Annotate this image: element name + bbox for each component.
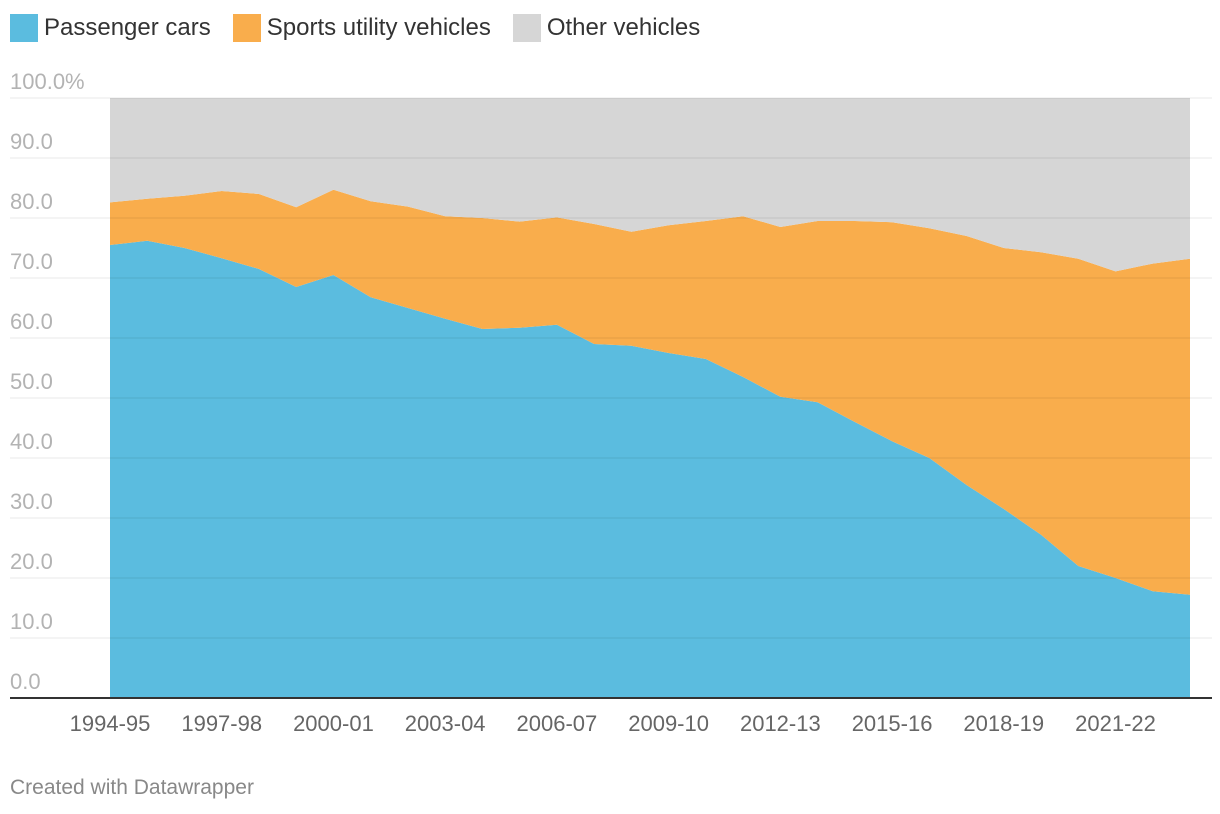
legend-item-suv[interactable]: Sports utility vehicles: [232, 14, 491, 42]
y-tick-label: 50.0: [10, 369, 53, 394]
legend: Passenger cars Sports utility vehicles O…: [10, 12, 722, 44]
area-chart: 0.0 10.0 20.0 30.0 40.0 50.0 60.0 70.0 80.0 90.0 1…: [10, 69, 1212, 736]
y-tick-label: 30.0: [10, 489, 53, 514]
legend-item-other-vehicles[interactable]: Other vehicles: [512, 14, 701, 42]
x-tick-label: 1994-95: [70, 711, 151, 736]
x-tick-label: 2015-16: [852, 711, 933, 736]
legend-item-passenger-cars[interactable]: Passenger cars: [10, 14, 211, 42]
y-tick-label: 80.0: [10, 189, 53, 214]
legend-swatch-suv: [232, 14, 261, 42]
credit-text: Created with Datawrapper: [10, 776, 254, 799]
x-tick-label: 2012-13: [740, 711, 821, 736]
legend-label-suv: Sports utility vehicles: [266, 14, 491, 41]
series-area-other-vehicles: [110, 98, 1190, 272]
y-tick-label: 0.0: [10, 669, 41, 694]
y-tick-label: 70.0: [10, 249, 53, 274]
legend-label-other-vehicles: Other vehicles: [546, 14, 701, 41]
x-tick-label: 2021-22: [1075, 711, 1156, 736]
y-tick-label: 20.0: [10, 549, 53, 574]
x-tick-label: 2000-01: [293, 711, 374, 736]
series-area-sports-utility-vehicles: [110, 189, 1190, 595]
legend-swatch-other-vehicles: [512, 14, 541, 42]
x-tick-label: 2006-07: [517, 711, 598, 736]
x-tick-label: 2009-10: [628, 711, 709, 736]
legend-label-passenger-cars: Passenger cars: [44, 14, 211, 41]
series-area-passenger-cars: [110, 240, 1190, 699]
y-tick-label: 100.0%: [10, 69, 85, 94]
y-tick-label: 40.0: [10, 429, 53, 454]
y-tick-label: 60.0: [10, 309, 53, 334]
legend-swatch-passenger-cars: [10, 14, 38, 42]
y-tick-label: 10.0: [10, 609, 53, 634]
x-tick-label: 2003-04: [405, 711, 486, 736]
y-tick-label: 90.0: [10, 129, 53, 154]
x-tick-label: 2018-19: [963, 711, 1044, 736]
x-tick-label: 1997-98: [181, 711, 262, 736]
